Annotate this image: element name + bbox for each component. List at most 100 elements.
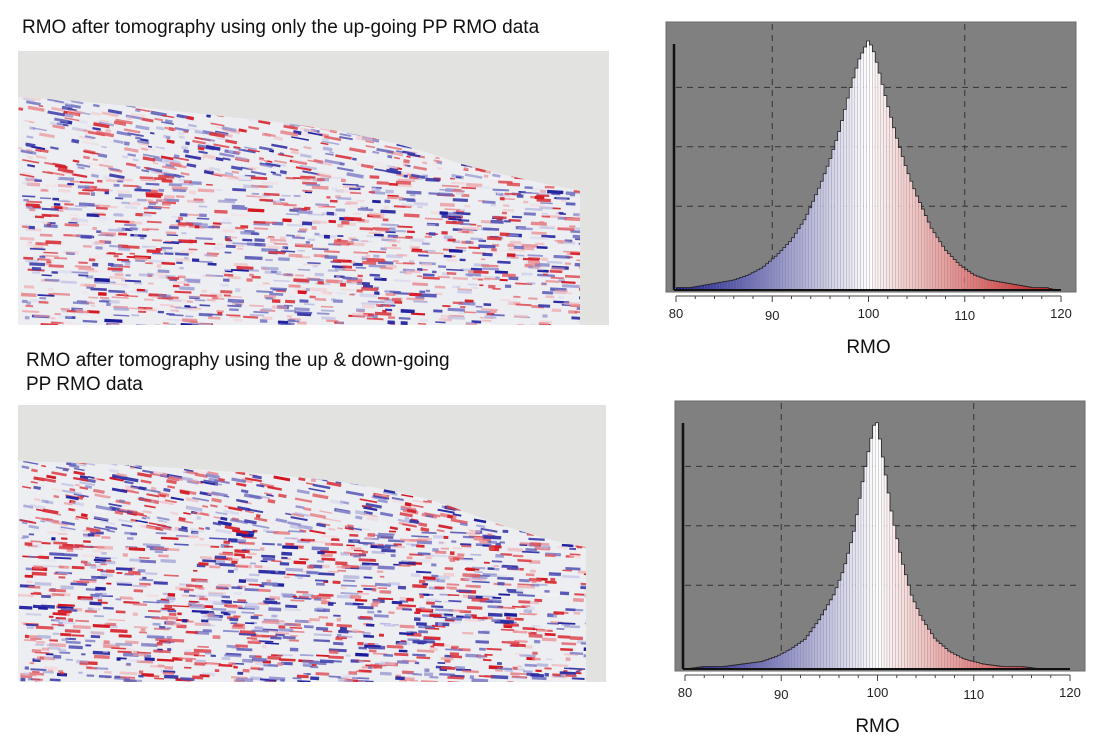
bottom-histogram-bar <box>884 475 887 669</box>
top-histogram-bar <box>1042 287 1046 290</box>
bottom-histogram-bar <box>736 664 740 669</box>
top-histogram-bar <box>930 228 933 290</box>
top-histogram-bar <box>840 120 844 290</box>
top-seismic-svg <box>18 97 580 325</box>
bottom-histogram-bar <box>887 493 890 669</box>
bottom-histogram-bar <box>872 425 876 669</box>
bottom-histogram-bar <box>829 599 832 669</box>
top-histogram-bar <box>687 287 691 290</box>
top-histogram-bar <box>976 276 979 290</box>
top-histogram-bar <box>797 228 800 290</box>
bottom-histogram-bar <box>939 643 942 669</box>
top-histogram-bar <box>869 45 872 290</box>
top-histogram-bar <box>1039 287 1043 290</box>
bottom-histogram-bar <box>918 615 922 669</box>
top-histogram-bar <box>756 269 760 290</box>
top-histogram-bar <box>1022 286 1026 290</box>
top-histogram-bar <box>733 279 737 290</box>
top-histogram-bar <box>837 131 841 290</box>
top-histogram-bar <box>753 271 757 290</box>
top-histogram-bar <box>973 275 976 290</box>
top-histogram-bar <box>676 287 679 290</box>
bottom-histogram: 80 90 100 110 120 RMO <box>670 400 1090 746</box>
bottom-histogram-bar <box>728 665 731 669</box>
bottom-histogram-bar <box>788 649 792 669</box>
bottom-histogram-bar <box>890 511 893 669</box>
bottom-histogram-bar <box>734 664 737 669</box>
top-histogram-bar <box>739 277 743 290</box>
bottom-histogram-bar <box>757 661 760 669</box>
bottom-histogram-bar <box>941 646 945 669</box>
bottom-histogram-bar <box>846 553 850 669</box>
bottom-histogram-bar <box>786 650 789 669</box>
bottom-histogram-bar <box>962 658 965 669</box>
bottom-histogram-bar <box>930 633 933 669</box>
top-histogram-bar <box>950 256 953 290</box>
bottom-histogram-bar <box>976 662 980 669</box>
top-histogram-bar <box>982 278 985 290</box>
top-histogram-bar <box>927 222 930 290</box>
top-histogram-bar <box>765 263 769 290</box>
top-histogram-x-tick-label: 120 <box>1050 306 1072 321</box>
top-histogram-bar <box>999 282 1002 290</box>
top-histogram-bar <box>984 279 988 290</box>
top-histogram-bar <box>907 173 910 290</box>
bottom-panel-caption-line-2: PP RMO data <box>26 374 143 395</box>
top-histogram-bars <box>676 41 1057 291</box>
top-histogram-bar <box>987 280 991 290</box>
bottom-histogram-bar <box>858 498 861 669</box>
top-histogram-bar <box>1034 287 1037 290</box>
bottom-histogram-bar <box>835 587 838 669</box>
bottom-histogram-bar <box>866 451 870 669</box>
top-histogram-bar <box>843 109 847 290</box>
bottom-histogram-bar <box>849 542 853 669</box>
top-histogram-bar <box>956 262 959 290</box>
top-histogram-bar <box>878 73 881 290</box>
top-histogram-bar <box>1002 282 1005 290</box>
bottom-histogram-bar <box>768 658 772 669</box>
top-histogram-bar <box>713 283 717 290</box>
top-histogram-bar <box>915 196 919 290</box>
top-histogram-bar <box>967 271 971 290</box>
bottom-histogram-bar <box>806 635 809 669</box>
bottom-histogram-bar <box>999 666 1003 669</box>
bottom-histogram-bar <box>838 580 841 669</box>
bottom-histogram-bar <box>742 663 746 669</box>
top-histogram-bar <box>860 53 864 290</box>
top-histogram-bar <box>979 277 982 290</box>
bottom-histogram-bar <box>725 666 728 669</box>
top-histogram-bar <box>785 244 789 290</box>
bottom-histogram-bar <box>910 595 913 669</box>
bottom-histogram-bar <box>713 666 717 669</box>
bottom-histogram-bar <box>852 531 856 669</box>
top-histogram-bar <box>881 84 884 290</box>
top-histogram-bar <box>849 87 852 290</box>
bottom-histogram-bar <box>898 552 902 669</box>
top-histogram-bar <box>820 181 823 290</box>
top-histogram-bar <box>1036 287 1040 290</box>
top-histogram-bar <box>716 282 719 290</box>
top-histogram-bar <box>866 41 870 290</box>
top-histogram-bar <box>924 215 927 290</box>
top-histogram-bar <box>742 276 745 290</box>
bottom-histogram-bar <box>771 657 775 669</box>
top-histogram-bar <box>852 77 855 290</box>
top-histogram-bar <box>803 219 806 290</box>
bottom-histogram-bar <box>1014 666 1017 669</box>
bottom-histogram-bar <box>1022 666 1026 669</box>
top-histogram-bar <box>898 147 901 290</box>
top-histogram-bar <box>944 250 948 290</box>
top-histogram-x-tick-label: 100 <box>858 306 880 321</box>
bottom-histogram-bar <box>1017 666 1020 669</box>
top-histogram-bar <box>748 274 751 290</box>
bottom-histogram-x-tick-label: 80 <box>678 685 692 700</box>
bottom-histogram-bar <box>794 645 798 669</box>
top-histogram-bar <box>895 138 898 290</box>
top-histogram-bar <box>701 285 705 290</box>
top-histogram-bar <box>684 287 688 290</box>
bottom-histogram-bar <box>982 664 985 669</box>
bottom-histogram-bar <box>809 631 812 669</box>
bottom-histogram-bar <box>791 647 795 669</box>
top-histogram-bar <box>814 194 818 290</box>
bottom-histogram-bar <box>904 574 907 669</box>
